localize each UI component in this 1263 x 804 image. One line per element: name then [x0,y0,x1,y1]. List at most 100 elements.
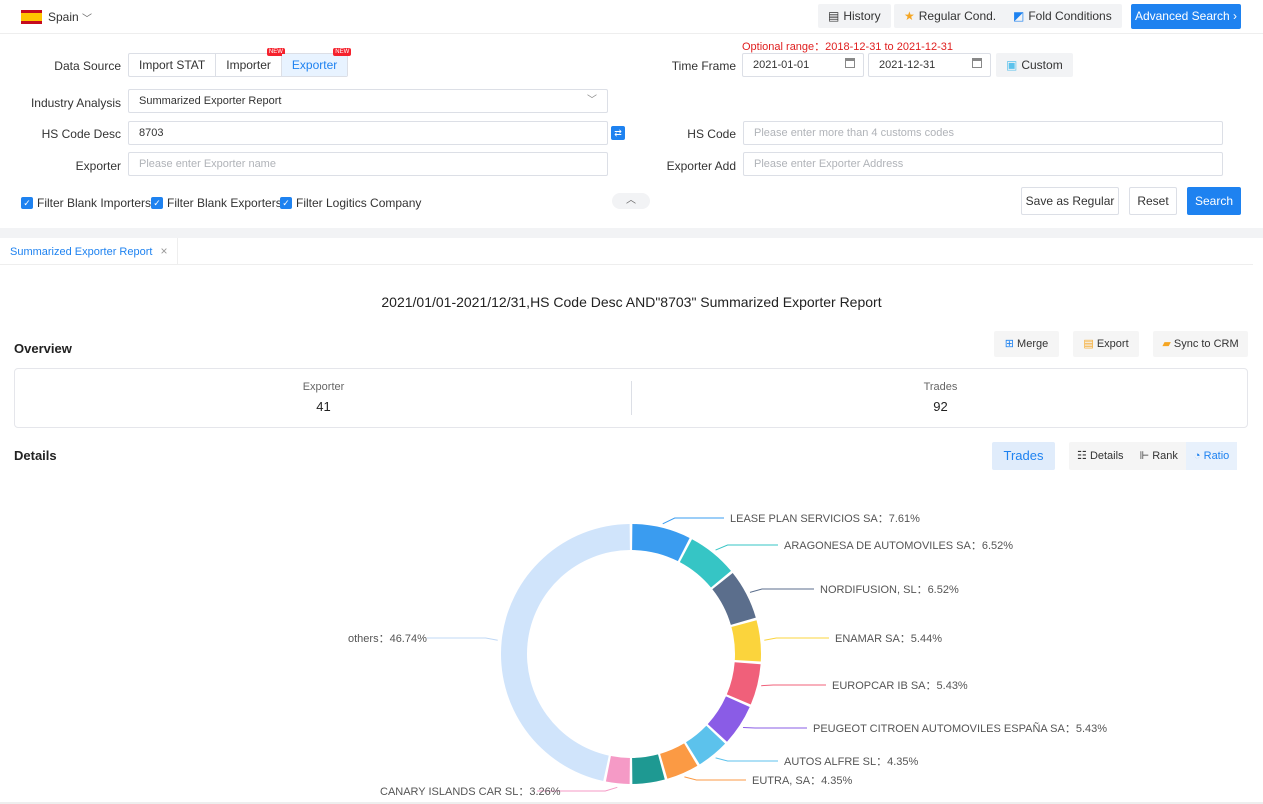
pie-slice[interactable] [500,524,630,781]
search-button[interactable]: Search [1187,187,1241,215]
view-ratio-button[interactable]: ◔ Ratio [1185,442,1238,470]
filter-blank-exporters-checkbox[interactable]: ✓ Filter Blank Exporters [151,196,282,210]
chevron-right-icon: › [1233,9,1238,23]
rank-icon: ⊩ [1139,450,1150,462]
report-title: 2021/01/01-2021/12/31,HS Code Desc AND"8… [381,294,882,310]
view-switch: ☷ Details ⊩ Rank ◔ Ratio [1069,442,1238,470]
check-icon: ✓ [280,197,292,209]
pie-label-line [426,637,498,641]
data-source-segment: Import STAT Importer NEW Exporter NEW [128,48,352,77]
pie-slice[interactable] [605,756,630,784]
top-bar: Spain ﹀ ▤ History ★ Regular Cond. ◩ Fold Co… [0,0,1263,34]
tab-summarized-exporter-report[interactable]: Summarized Exporter Report × [0,238,179,265]
pie-slice[interactable] [685,725,726,765]
industry-analysis-label: Industry Analysis [30,96,121,110]
view-details-button[interactable]: ☷ Details [1077,450,1124,462]
merge-icon: ⊞ [1004,338,1014,350]
filter-logistics-checkbox[interactable]: ✓ Filter Logitics Company [280,196,421,210]
exporter-add-label: Exporter Add [666,159,736,173]
exporter-input[interactable]: Please enter Exporter name [128,152,608,176]
new-badge: NEW [333,48,352,56]
overview-panel: Exporter 41 Trades 92 [14,368,1248,428]
ratio-icon: ◔ [1193,450,1201,462]
exporter-address-input[interactable]: Please enter Exporter Address [743,152,1223,176]
sync-icon: ▰ [1162,338,1171,350]
pie-slice[interactable] [632,754,665,784]
source-importer[interactable]: Importer NEW [216,48,285,76]
check-icon: ✓ [151,197,163,209]
custom-icon: ▣ [1006,58,1018,72]
pie-slice[interactable] [712,573,756,625]
pie-label-line [715,544,778,551]
regular-cond-button[interactable]: ★ Regular Cond. [894,4,1007,28]
save-as-regular-button[interactable]: Save as Regular [1021,187,1119,215]
overview-exporter: Exporter 41 [15,369,632,427]
pie-label-line [761,684,826,687]
overview-trades: Trades 92 [632,369,1249,427]
trades-metric-button[interactable]: Trades [992,442,1055,470]
close-icon[interactable]: × [160,244,168,258]
pie-slice[interactable] [660,743,698,779]
country-selector[interactable]: Spain [48,10,79,24]
tab-divider [0,264,1253,265]
fold-icon: ◩ [1013,9,1025,23]
pie-slice[interactable] [726,662,761,705]
pie-slice-label: EUROPCAR IB SA：5.43% [832,680,968,692]
history-button[interactable]: ▤ History [818,4,891,28]
sync-crm-button[interactable]: ▰ Sync to CRM [1153,331,1248,357]
pie-slice-label: NORDIFUSION, SL：6.52% [820,584,959,596]
pie-label-line [684,776,746,781]
check-icon: ✓ [21,197,33,209]
date-from-input[interactable]: 2021-01-01 [742,53,864,77]
pie-label-line [749,588,814,593]
translate-icon[interactable]: ⇄ [611,126,625,140]
pie-slice-label: ENAMAR SA：5.44% [835,633,942,645]
chevron-down-icon: ﹀ [587,95,597,106]
hs-code-input[interactable]: Please enter more than 4 customs codes [743,121,1223,145]
export-button[interactable]: ▤ Export [1073,331,1139,357]
time-frame-label: Time Frame [671,59,736,73]
exporter-label: Exporter [75,159,121,173]
pie-label-line [715,757,778,762]
filter-blank-importers-checkbox[interactable]: ✓ Filter Blank Importers [21,196,151,210]
calendar-icon [845,58,855,68]
pie-label-line [764,637,829,641]
pie-slice[interactable] [632,524,690,562]
pie-slice[interactable] [731,620,761,662]
pie-slice-label: AUTOS ALFRE SL：4.35% [784,756,919,768]
reset-button[interactable]: Reset [1129,187,1177,215]
calendar-icon [972,58,982,68]
collapse-toggle[interactable]: ︿ [612,193,650,209]
pie-slice[interactable] [707,696,750,742]
hs-code-label: HS Code [687,127,736,141]
overview-divider [631,381,632,415]
export-icon: ▤ [1083,338,1094,350]
ratio-pie-chart: LEASE PLAN SERVICIOS SA：7.61% ARAGONESA D… [348,513,1107,798]
exporter-count: 41 [316,399,331,414]
chevron-down-icon[interactable]: ﹀ [82,14,92,25]
custom-button[interactable]: ▣ Custom [996,53,1073,77]
hs-code-desc-label: HS Code Desc [41,127,121,141]
pie-label-line [662,517,724,525]
pie-slice-label: PEUGEOT CITROEN AUTOMOVILES ESPAÑA SA：5.… [813,722,1107,735]
pie-slice-label: CANARY ISLANDS CAR SL：3.26% [380,786,561,798]
chevron-up-icon: ︿ [626,195,636,206]
pie-slice-label: ARAGONESA DE AUTOMOVILES SA：6.52% [784,540,1013,552]
hs-code-desc-input[interactable]: 8703 [128,121,608,145]
pie-slice-label: others：46.74% [348,633,427,645]
view-rank-button[interactable]: ⊩ Rank [1139,450,1178,462]
star-icon: ★ [904,9,915,23]
date-to-input[interactable]: 2021-12-31 [868,53,991,77]
table-icon: ☷ [1077,450,1087,462]
pie-slice[interactable] [679,539,731,588]
source-exporter[interactable]: Exporter NEW [281,48,352,76]
fold-conditions-button[interactable]: ◩ Fold Conditions [1003,4,1122,28]
advanced-search-button[interactable]: Advanced Search › [1131,4,1241,29]
spain-flag-icon [21,10,42,24]
merge-button[interactable]: ⊞ Merge [994,331,1059,357]
industry-analysis-select[interactable]: Summarized Exporter Report ﹀ [128,89,608,113]
pie-slice-label: EUTRA, SA：4.35% [752,775,852,787]
history-icon: ▤ [828,9,840,23]
section-separator [0,228,1263,238]
source-import-stat[interactable]: Import STAT [129,54,217,76]
